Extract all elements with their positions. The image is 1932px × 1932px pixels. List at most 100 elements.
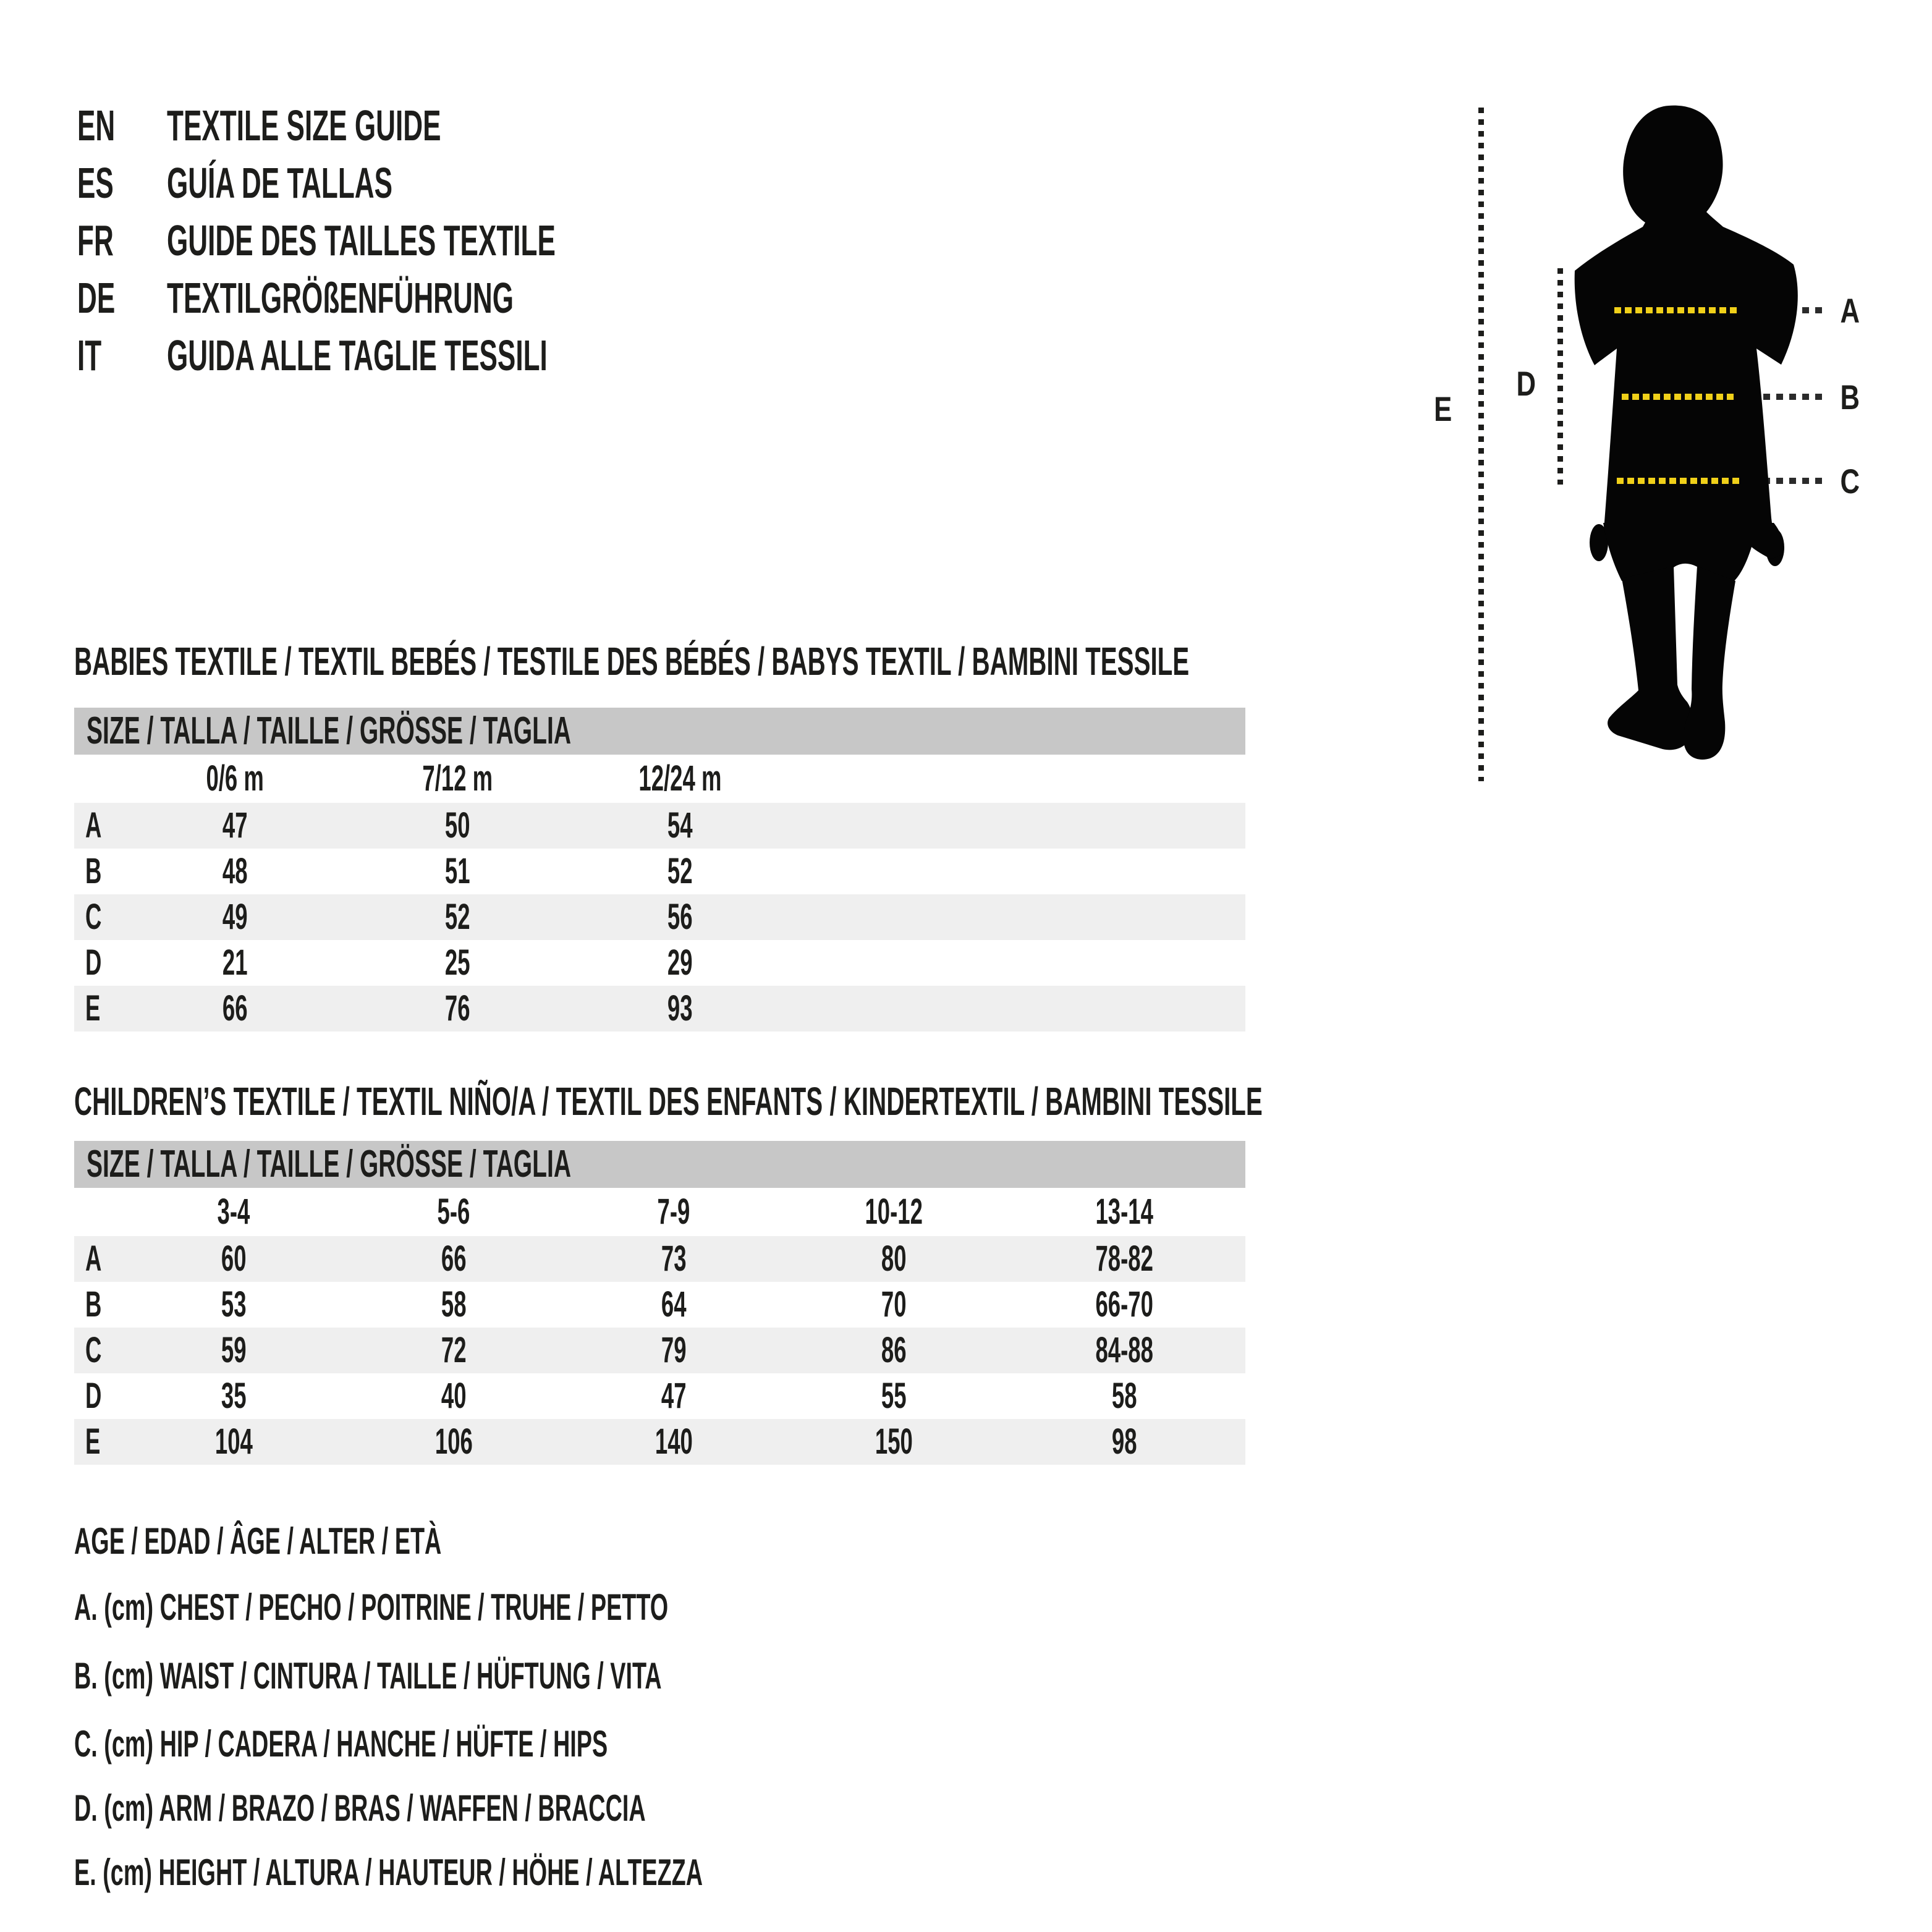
title-en: TEXTILE SIZE GUIDE [167,101,441,150]
children-col-4: 13-14 [1095,1192,1154,1232]
table-row: D 21 25 29 [74,940,1245,986]
legend-hip: C. (cm) HIP / CADERA / HANCHE / HÜFTE / … [74,1723,608,1765]
table-row: E 66 76 93 [74,986,1245,1032]
cell-value: 55 [881,1376,907,1416]
diagram-label-chest: A [1840,291,1860,330]
title-de: TEXTILGRÖßENFÜHRUNG [167,274,514,322]
babies-col-0: 0/6 m [206,758,264,799]
lang-code-fr: FR [77,216,114,265]
title-es: GUÍA DE TALLAS [167,159,393,207]
table-row: B 48 51 52 [74,849,1245,894]
silhouette-left-hand [1590,524,1608,561]
cell-value: 53 [221,1284,247,1324]
hip-dash-line [1617,478,1742,484]
cell-value: 25 [444,943,470,983]
legend-waist: B. (cm) WAIST / CINTURA / TAILLE / HÜFTU… [74,1655,662,1697]
row-label: D [85,1376,102,1416]
cell-value: 52 [444,897,470,937]
row-label: B [85,851,102,891]
row-label: B [85,1284,102,1324]
silhouette-left-leg [1608,566,1694,750]
waist-dash-line [1622,394,1735,400]
table-row: A 47 50 54 [74,803,1245,849]
silhouette-right-leg [1684,566,1735,760]
row-label: E [85,1421,101,1462]
cell-value: 80 [881,1239,907,1279]
row-label: A [85,1239,102,1279]
children-size-table: SIZE / TALLA / TAILLE / GRÖSSE / TAGLIA … [74,1141,1245,1465]
row-label: E [85,988,101,1028]
table-row: B 53 58 64 70 66-70 [74,1282,1245,1328]
legend-chest: A. (cm) CHEST / PECHO / POITRINE / TRUHE… [74,1587,669,1628]
babies-col-2: 12/24 m [638,758,722,799]
cell-value: 40 [441,1376,467,1416]
silhouette-shorts [1603,523,1784,581]
children-column-header-row: 3-4 5-6 7-9 10-12 13-14 [74,1188,1245,1236]
children-col-1: 5-6 [437,1192,470,1232]
babies-size-bar: SIZE / TALLA / TAILLE / GRÖSSE / TAGLIA [74,708,1245,755]
cell-value: 66 [222,988,248,1028]
cell-value: 59 [221,1330,247,1370]
cell-value: 60 [221,1239,247,1279]
cell-value: 66 [441,1239,467,1279]
cell-value: 73 [661,1239,687,1279]
title-fr: GUIDE DES TAILLES TEXTILE [167,216,556,265]
cell-value: 64 [661,1284,687,1324]
cell-value: 56 [667,897,693,937]
cell-value: 150 [875,1421,913,1462]
legend-height: E. (cm) HEIGHT / ALTURA / HAUTEUR / HÖHE… [74,1852,703,1893]
cell-value: 52 [667,851,693,891]
hip-leader-line [1724,478,1823,484]
chest-dash-line [1614,307,1740,313]
cell-value: 104 [214,1421,253,1462]
cell-value: 78-82 [1095,1239,1154,1279]
cell-value: 72 [441,1330,467,1370]
diagram-label-arm: D [1516,364,1536,403]
cell-value: 47 [661,1376,687,1416]
lang-code-en: EN [77,101,116,150]
cell-value: 79 [661,1330,687,1370]
table-row: C 59 72 79 86 84-88 [74,1328,1245,1373]
lang-code-it: IT [77,331,102,379]
children-col-0: 3-4 [217,1192,250,1232]
babies-section-heading: BABIES TEXTILE / TEXTIL BEBÉS / TESTILE … [74,639,1190,684]
child-silhouette-graphic [1574,105,1798,760]
row-label: A [85,805,102,845]
cell-value: 76 [444,988,470,1028]
row-label: D [85,943,102,983]
children-col-2: 7-9 [657,1192,690,1232]
cell-value: 47 [222,805,248,845]
children-section-heading: CHILDREN’S TEXTILE / TEXTIL NIÑO/A / TEX… [74,1079,1263,1124]
cell-value: 86 [881,1330,907,1370]
title-it: GUIDA ALLE TAGLIE TESSILI [167,331,548,379]
children-size-bar: SIZE / TALLA / TAILLE / GRÖSSE / TAGLIA [74,1141,1245,1188]
diagram-label-waist: B [1840,378,1860,417]
diagram-label-hip: C [1840,462,1860,501]
cell-value: 48 [222,851,248,891]
cell-value: 51 [444,851,470,891]
cell-value: 50 [444,805,470,845]
cell-value: 35 [221,1376,247,1416]
diagram-label-height: E [1434,389,1452,428]
row-label: C [85,897,102,937]
table-row: D 35 40 47 55 58 [74,1373,1245,1419]
cell-value: 58 [441,1284,467,1324]
table-row: A 60 66 73 80 78-82 [74,1236,1245,1282]
babies-size-table: SIZE / TALLA / TAILLE / GRÖSSE / TAGLIA … [74,708,1245,1032]
height-measure-line-e [1478,108,1484,781]
children-col-3: 10-12 [865,1192,923,1232]
lang-code-de: DE [77,274,116,322]
silhouette-torso [1574,105,1798,538]
legend-arm: D. (cm) ARM / BRAZO / BRAS / WAFFEN / BR… [74,1787,646,1829]
cell-value: 140 [655,1421,693,1462]
lang-code-es: ES [77,159,114,207]
table-row: C 49 52 56 [74,894,1245,940]
cell-value: 98 [1112,1421,1137,1462]
cell-value: 66-70 [1095,1284,1154,1324]
table-row: E 104 106 140 150 98 [74,1419,1245,1465]
legend-age: AGE / EDAD / ÂGE / ALTER / ETÀ [74,1520,442,1562]
cell-value: 70 [881,1284,907,1324]
cell-value: 49 [222,897,248,937]
babies-column-header-row: 0/6 m 7/12 m 12/24 m [74,755,1245,803]
